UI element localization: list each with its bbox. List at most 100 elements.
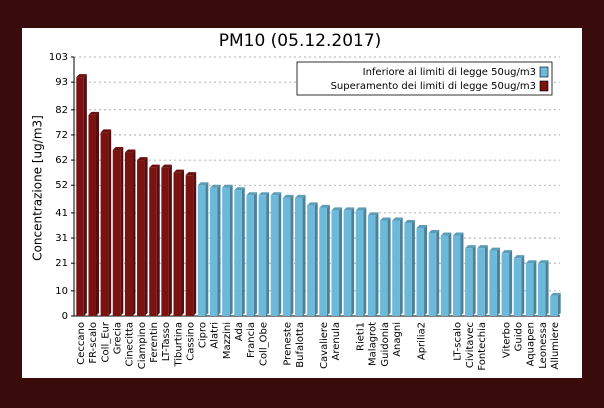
x-tick-label: Aquapen <box>526 322 537 366</box>
bar-top <box>319 204 330 208</box>
bar-side <box>509 250 513 316</box>
bar-side <box>156 164 160 316</box>
x-tick-label: Fontechia <box>477 322 488 371</box>
x-tick-label: Preneste <box>283 322 294 366</box>
bar <box>270 195 279 316</box>
bar-side <box>205 182 209 316</box>
bar <box>319 207 327 316</box>
bar-top <box>270 192 282 196</box>
bar-top <box>222 184 233 188</box>
x-tick-label: Arenula <box>331 322 342 360</box>
bar <box>124 152 133 316</box>
bar-top <box>477 245 488 249</box>
bar-top <box>282 194 294 198</box>
bar-top <box>501 250 513 254</box>
bar-top <box>392 217 403 221</box>
bar <box>367 215 376 316</box>
bar-side <box>545 260 549 316</box>
x-tick-label: Viterbo <box>501 322 512 358</box>
bar-top <box>258 192 270 196</box>
bar-top <box>185 172 197 176</box>
bar-top <box>234 187 245 191</box>
x-tick-label: Tiburtina <box>173 322 184 368</box>
x-tick-label: Aprilia2 <box>416 322 427 360</box>
bar-side <box>496 247 500 316</box>
x-tick-label: Civitavec <box>465 322 476 368</box>
bar-side <box>338 207 342 316</box>
y-tick-label: 10 <box>55 286 68 297</box>
bar <box>222 187 230 316</box>
x-tick-label: Grecia <box>113 322 124 354</box>
bar <box>88 114 96 316</box>
x-tick-label: LT-scalo <box>453 322 464 361</box>
bar <box>209 187 218 316</box>
bar-top <box>550 292 561 296</box>
y-axis-label: Concentrazione [ug/m3] <box>31 115 45 261</box>
y-tick-label: 52 <box>55 180 68 191</box>
bar-top <box>173 169 185 173</box>
bar <box>76 77 84 316</box>
x-tick-label: Leonessa <box>538 322 549 369</box>
bar-side <box>375 212 379 316</box>
bar-side <box>108 129 112 316</box>
bar-top <box>76 74 87 78</box>
y-tick-label: 62 <box>55 155 68 166</box>
bar-top <box>295 194 306 198</box>
bar-top <box>355 207 367 211</box>
x-tick-label: FR-scalo <box>88 322 99 364</box>
y-tick-label: 72 <box>55 130 68 141</box>
bar-side <box>436 230 440 316</box>
bar <box>185 175 194 316</box>
bar-side <box>302 194 306 316</box>
bar-top <box>428 230 440 234</box>
bar-top <box>404 219 415 223</box>
bar <box>234 190 242 316</box>
x-tick-label: Bufalotta <box>295 322 306 368</box>
bar-top <box>380 217 391 221</box>
bar <box>173 172 182 316</box>
bar-top <box>124 149 136 153</box>
bar <box>477 248 485 316</box>
y-tick-label: 31 <box>55 233 68 244</box>
bar-top <box>489 247 500 251</box>
bar-side <box>314 202 318 316</box>
bar-side <box>290 194 294 316</box>
x-tick-label: Coll_Obe <box>258 322 269 366</box>
bar-side <box>266 192 270 316</box>
bar <box>112 150 121 316</box>
x-tick-label: Ada <box>234 322 245 341</box>
x-tick-label: Ceccano <box>76 322 87 365</box>
y-tick-label: 0 <box>62 311 68 322</box>
bar-side <box>521 255 525 316</box>
x-tick-label: Guido <box>513 322 524 351</box>
bar-side <box>241 187 245 316</box>
bar-top <box>197 182 209 186</box>
bar-side <box>533 260 537 316</box>
x-tick-label: Coll_Eur <box>100 321 111 362</box>
bar-top <box>100 129 112 133</box>
bar-side <box>387 217 391 316</box>
chart-title: PM10 (05.12.2017) <box>219 31 382 51</box>
bar <box>282 197 291 316</box>
bar <box>404 222 412 316</box>
bar <box>246 195 254 316</box>
bar <box>525 263 534 316</box>
bar-side <box>120 147 124 316</box>
bar-side <box>448 232 452 316</box>
bar-top <box>331 207 342 211</box>
bar-top <box>161 164 172 168</box>
bar-side <box>424 224 428 316</box>
bar <box>197 185 206 316</box>
bar-side <box>351 207 355 316</box>
legend-swatch <box>539 80 549 92</box>
bar-top <box>416 224 428 228</box>
bar-side <box>411 219 415 316</box>
x-tick-label: Ciampino <box>137 322 148 369</box>
bar-top <box>513 255 525 259</box>
bar-top <box>137 157 148 161</box>
bar-side <box>132 149 136 316</box>
x-tick-label: Ferentin <box>149 322 160 363</box>
bar <box>440 235 449 316</box>
